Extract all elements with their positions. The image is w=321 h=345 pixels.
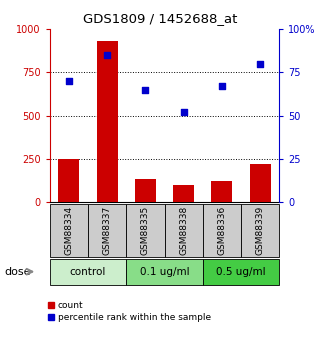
Bar [50,204,88,257]
Point [219,83,224,89]
Text: GSM88339: GSM88339 [256,206,265,255]
Bar [203,259,279,285]
Point [257,61,263,67]
Bar [164,204,203,257]
Bar [211,181,232,202]
Text: 0.1 ug/ml: 0.1 ug/ml [140,267,189,277]
Bar [126,259,203,285]
Point [181,109,186,115]
Bar [135,179,156,202]
Bar [58,159,79,202]
Bar [173,185,194,202]
Bar [250,164,271,202]
Point [143,87,148,92]
Text: GSM88334: GSM88334 [65,206,74,255]
Bar [126,204,164,257]
Text: GSM88338: GSM88338 [179,206,188,255]
Bar [97,41,118,202]
Text: 0.5 ug/ml: 0.5 ug/ml [216,267,266,277]
Text: GDS1809 / 1452688_at: GDS1809 / 1452688_at [83,12,238,25]
Point [66,78,72,84]
Legend: count, percentile rank within the sample: count, percentile rank within the sample [48,301,211,322]
Point [105,52,110,58]
Text: control: control [70,267,106,277]
Text: dose: dose [4,267,31,277]
Text: GSM88336: GSM88336 [217,206,226,255]
Text: GSM88335: GSM88335 [141,206,150,255]
Bar [88,204,126,257]
Text: GSM88337: GSM88337 [103,206,112,255]
Bar [203,204,241,257]
Bar [241,204,279,257]
Bar [50,259,126,285]
